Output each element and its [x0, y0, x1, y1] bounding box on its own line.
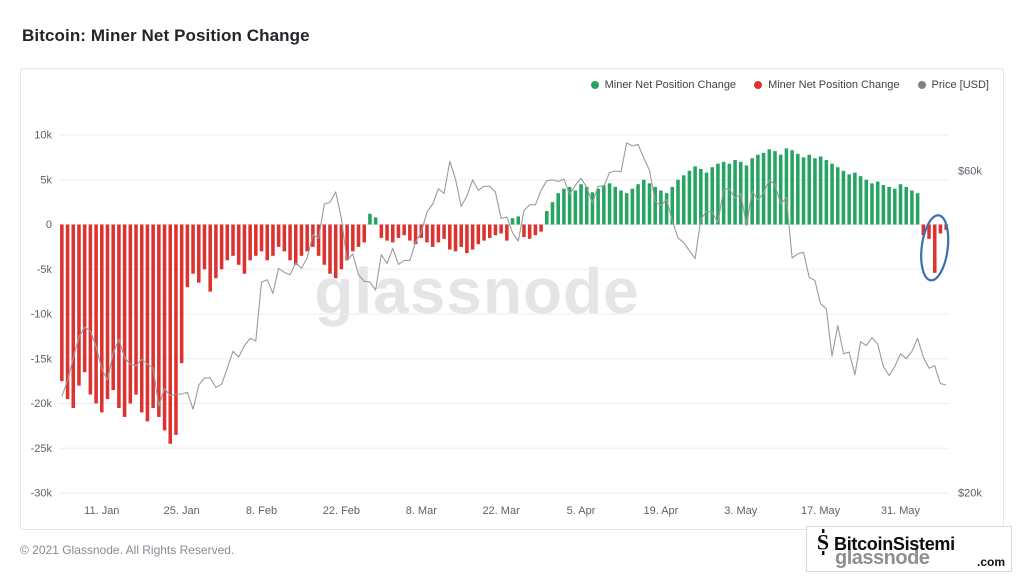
svg-text:5. Apr: 5. Apr [567, 505, 596, 517]
legend-dot-icon [590, 81, 599, 89]
svg-text:3. May: 3. May [724, 505, 758, 517]
svg-text:S: S [817, 530, 829, 555]
bitcoinsistemi-logo: glassnode S BitcoinSistemi .com [806, 526, 1012, 572]
brand-tld: .com [972, 555, 1005, 569]
svg-text:$60k: $60k [958, 166, 982, 178]
svg-text:8. Mar: 8. Mar [406, 505, 438, 517]
svg-text:25. Jan: 25. Jan [164, 505, 200, 517]
legend-label: Miner Net Position Change [604, 79, 737, 91]
svg-text:-20k: -20k [31, 398, 53, 410]
svg-text:-30k: -30k [31, 488, 53, 500]
svg-text:$20k: $20k [958, 488, 982, 500]
svg-text:10k: 10k [34, 130, 52, 142]
legend-item[interactable]: Miner Net Position Change [590, 79, 737, 91]
chart-card: Miner Net Position Change Miner Net Posit… [20, 68, 1004, 530]
brand-main: S BitcoinSistemi [813, 529, 955, 560]
svg-text:22. Feb: 22. Feb [323, 505, 360, 517]
svg-text:-10k: -10k [31, 309, 53, 321]
svg-text:11. Jan: 11. Jan [84, 505, 119, 517]
legend-dot-icon [917, 81, 926, 89]
legend-label: Price [USD] [931, 79, 989, 91]
legend-item[interactable]: Price [USD] [917, 79, 989, 91]
svg-text:-5k: -5k [37, 264, 53, 276]
page-title: Bitcoin: Miner Net Position Change [22, 26, 310, 45]
svg-text:-15k: -15k [31, 353, 53, 365]
legend-dot-icon [754, 81, 763, 89]
brand-name: BitcoinSistemi [834, 534, 955, 554]
svg-text:-25k: -25k [31, 443, 53, 455]
svg-text:19. Apr: 19. Apr [643, 505, 678, 517]
bitcoin-s-icon: S [813, 529, 833, 560]
glassnode-wordmark: glassnode [835, 547, 930, 569]
svg-text:22. Mar: 22. Mar [482, 505, 520, 517]
svg-text:5k: 5k [40, 174, 52, 186]
chart-legend: Miner Net Position Change Miner Net Posit… [590, 79, 989, 91]
legend-item[interactable]: Miner Net Position Change [754, 79, 900, 91]
chart-plot: 10k 5k 0 -5k -10k -15k -20k -25k -30k $60k $20k 11.… [31, 130, 983, 518]
svg-text:8. Feb: 8. Feb [246, 505, 277, 517]
svg-text:0: 0 [46, 219, 52, 231]
svg-text:17. May: 17. May [801, 505, 841, 517]
copyright-note: © 2021 Glassnode. All Rights Reserved. [20, 543, 235, 557]
svg-text:31. May: 31. May [881, 505, 921, 517]
legend-label: Miner Net Position Change [768, 79, 900, 91]
